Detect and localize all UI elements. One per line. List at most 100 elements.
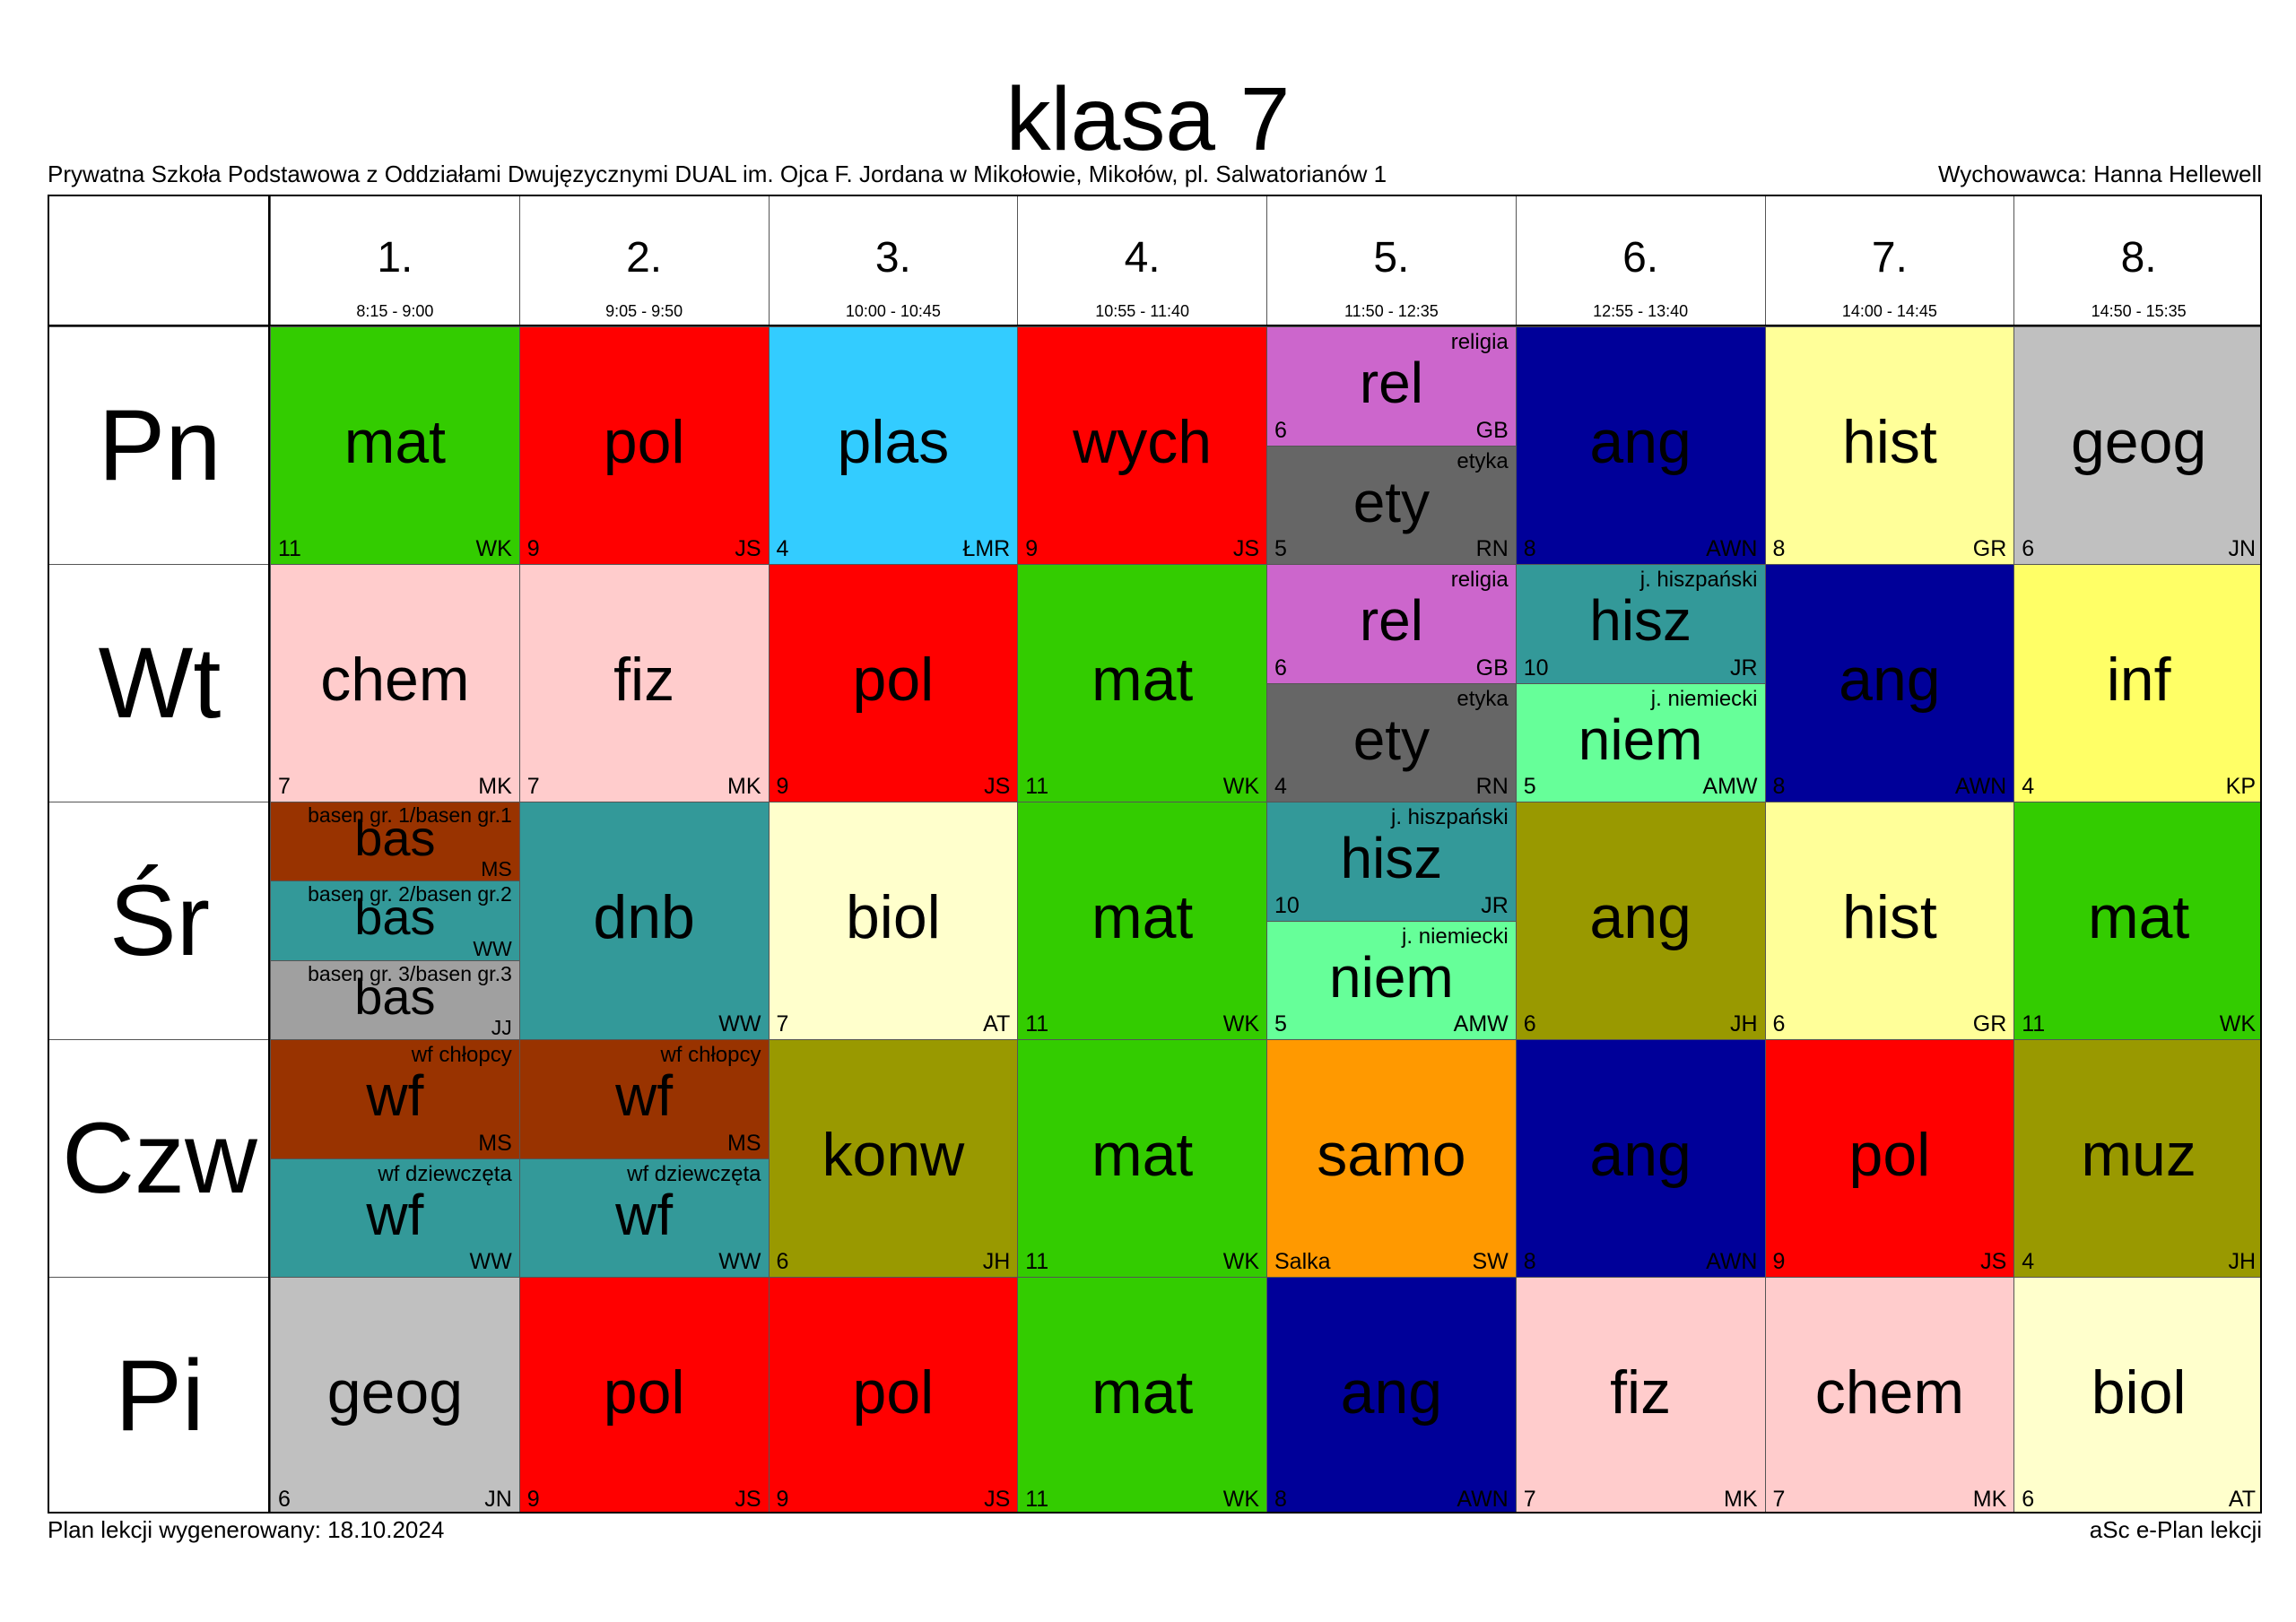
lesson-cell: konw 6 JH	[768, 1039, 1018, 1277]
lesson-room: 8	[1772, 536, 1786, 561]
lesson-subject: hist	[1841, 408, 1937, 476]
lesson-subject: konw	[822, 1121, 965, 1189]
period-header: 6. 12:55 - 13:40	[1515, 196, 1765, 326]
lesson-cell: geog 6 JN	[2013, 326, 2260, 564]
lesson-group-name: j. niemiecki	[1402, 924, 1509, 949]
lesson-teacher: MK	[478, 774, 512, 799]
day-column-divider	[268, 196, 270, 1512]
lesson-cell: geog 6 JN	[270, 1277, 519, 1512]
timetable-grid: 1. 8:15 - 9:00 2. 9:05 - 9:50 3. 10:00 - 10:4…	[48, 195, 2262, 1514]
lesson-cell: ang 8 AWN	[1764, 564, 2014, 802]
day-label: Śr	[109, 864, 210, 976]
lesson-cell: wf dziewczęta wf WW	[518, 1158, 769, 1277]
lesson-subject: pol	[603, 408, 685, 476]
lesson-teacher: RN	[1475, 536, 1509, 561]
lesson-subject: pol	[1848, 1121, 1931, 1189]
day-label-cell: Wt	[49, 564, 270, 802]
lesson-room: 6	[1274, 417, 1287, 443]
lesson-cell: mat 11 WK	[1017, 564, 1266, 802]
lesson-teacher: JH	[2228, 1249, 2256, 1274]
lesson-teacher: KP	[2225, 774, 2256, 799]
lesson-group-name: basen gr. 1/basen gr.1	[308, 803, 512, 827]
lesson-room: 6	[1274, 655, 1287, 681]
lesson-subject: mat	[1091, 1358, 1194, 1427]
lesson-room: Salka	[1274, 1249, 1331, 1274]
lesson-cell: pol 9 JS	[1764, 1039, 2014, 1277]
lesson-subject: wf	[366, 1182, 424, 1247]
lesson-cell: basen gr. 3/basen gr.3 bas JJ	[270, 959, 519, 1039]
lesson-subject: ang	[1589, 408, 1692, 476]
lesson-group-name: j. hiszpański	[1391, 805, 1509, 829]
lesson-cell: j. hiszpański hisz 10 JR	[1515, 564, 1765, 683]
lesson-room: 11	[1025, 774, 1049, 799]
lesson-room: 11	[278, 536, 301, 561]
lesson-cell: chem 7 MK	[270, 564, 519, 802]
period-header: 1. 8:15 - 9:00	[270, 196, 519, 326]
lesson-teacher: MK	[1724, 1487, 1758, 1512]
lesson-room: 4	[1274, 774, 1287, 799]
lesson-subject: geog	[326, 1358, 464, 1427]
lesson-group-name: basen gr. 2/basen gr.2	[308, 882, 512, 906]
lesson-subject: inf	[2106, 646, 2171, 714]
lesson-cell: pol 9 JS	[518, 326, 769, 564]
lesson-subject: hisz	[1589, 588, 1692, 653]
lesson-teacher: JS	[735, 536, 761, 561]
lesson-group-name: wf dziewczęta	[378, 1161, 512, 1186]
lesson-cell: muz 4 JH	[2013, 1039, 2260, 1277]
lesson-group-name: wf chłopcy	[411, 1043, 512, 1067]
day-label-cell: Czw	[49, 1039, 270, 1277]
generated-date: Plan lekcji wygenerowany: 18.10.2024	[48, 1516, 445, 1543]
lesson-teacher: WK	[2219, 1011, 2256, 1037]
lesson-subject: ang	[1589, 1121, 1692, 1189]
homeroom-teacher: Wychowawca: Hanna Hellewell	[1937, 160, 2262, 187]
lesson-cell: basen gr. 2/basen gr.2 bas WW	[270, 880, 519, 960]
lesson-subject: bas	[354, 967, 436, 1025]
lesson-room: 4	[776, 536, 789, 561]
lesson-group-name: religia	[1450, 330, 1509, 354]
lesson-subject: bas	[354, 810, 436, 866]
lesson-subject: biol	[845, 883, 941, 951]
lesson-subject: pol	[852, 1358, 935, 1427]
lesson-room: 7	[526, 774, 540, 799]
period-time: 8:15 - 9:00	[356, 302, 434, 320]
lesson-teacher: MS	[478, 1130, 512, 1156]
lesson-cell: mat 11 WK	[1017, 802, 1266, 1039]
lesson-room: 5	[1523, 774, 1536, 799]
lesson-subject: fiz	[1610, 1358, 1672, 1427]
period-number: 6.	[1622, 234, 1659, 282]
lesson-subject: ang	[1589, 883, 1692, 951]
lesson-teacher: GB	[1475, 417, 1509, 443]
lesson-subject: ety	[1352, 707, 1431, 772]
lesson-cell: mat 11 WK	[1017, 1277, 1266, 1512]
lesson-room: 10	[1523, 655, 1549, 681]
lesson-cell: samo Salka SW	[1266, 1039, 1516, 1277]
lesson-subject: mat	[1091, 646, 1194, 714]
lesson-teacher: AMW	[1702, 774, 1758, 799]
header-divider	[49, 325, 2260, 326]
lesson-room: 11	[1025, 1011, 1049, 1037]
page-title: klasa 7	[1005, 69, 1291, 169]
lesson-subject: chem	[1814, 1358, 1965, 1427]
lesson-teacher: WK	[1222, 774, 1259, 799]
lesson-cell: ang 8 AWN	[1515, 326, 1765, 564]
lesson-room: 10	[1274, 892, 1300, 918]
day-label-cell: Pi	[49, 1277, 270, 1512]
lesson-cell: mat 11 WK	[2013, 802, 2260, 1039]
lesson-group-name: j. niemiecki	[1650, 686, 1758, 711]
period-time: 9:05 - 9:50	[605, 302, 683, 320]
period-header: 5. 11:50 - 12:35	[1266, 196, 1516, 326]
lesson-cell: hist 6 GR	[1764, 802, 2014, 1039]
lesson-subject: ang	[1340, 1358, 1443, 1427]
lesson-cell: wf chłopcy wf MS	[518, 1039, 769, 1158]
period-time: 10:55 - 11:40	[1095, 302, 1189, 320]
lesson-teacher: AWN	[1706, 1249, 1758, 1274]
lesson-room: 4	[2022, 774, 2035, 799]
lesson-room: 11	[1025, 1249, 1049, 1274]
lesson-subject: wf	[366, 1063, 424, 1128]
period-number: 7.	[1871, 234, 1908, 282]
lesson-subject: rel	[1359, 351, 1423, 415]
lesson-subject: ang	[1839, 646, 1941, 714]
lesson-cell: chem 7 MK	[1764, 1277, 2014, 1512]
lesson-subject: niem	[1329, 944, 1454, 1010]
day-label: Pn	[98, 389, 222, 501]
